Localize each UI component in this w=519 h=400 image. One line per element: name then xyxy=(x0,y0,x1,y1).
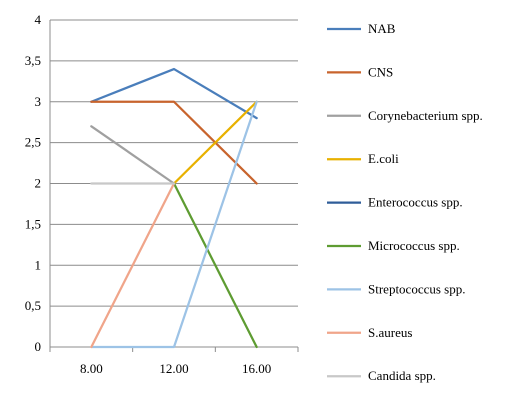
legend-label-corynebacterium-spp: Corynebacterium spp. xyxy=(368,108,483,123)
x-tick-label: 12.00 xyxy=(159,361,188,376)
series-line-s-aureus xyxy=(90,182,176,349)
series-line-cns xyxy=(90,100,258,185)
series-line-micrococcus-spp xyxy=(172,182,258,349)
y-axis-tick-labels: 0 0,5 1 1,5 2 2,5 3 3,5 4 xyxy=(25,12,42,354)
x-axis-tick-labels: 8.00 12.00 16.00 xyxy=(80,361,271,376)
x-tick-label: 16.00 xyxy=(242,361,271,376)
y-tick-label: 0 xyxy=(35,339,42,354)
legend-label-e-coli: E.coli xyxy=(368,151,399,166)
y-tick-label: 1,5 xyxy=(25,216,41,231)
y-tick-label: 3,5 xyxy=(25,53,41,68)
legend: NAB CNS Corynebacterium spp. E.coli Enteroco… xyxy=(327,21,483,383)
series-line-streptococcus-spp xyxy=(90,100,258,349)
y-tick-label: 2 xyxy=(35,176,42,191)
series-lines xyxy=(90,67,258,349)
series-line-corynebacterium-spp xyxy=(90,125,176,185)
series-line-nab xyxy=(90,67,258,120)
legend-label-cns: CNS xyxy=(368,64,393,79)
legend-label-nab: NAB xyxy=(368,21,396,36)
y-tick-label: 1 xyxy=(35,257,42,272)
y-tick-label: 4 xyxy=(35,12,42,27)
y-tick-label: 3 xyxy=(35,94,42,109)
series-line-e-coli xyxy=(172,100,258,185)
x-tick-label: 8.00 xyxy=(80,361,103,376)
y-tick-label: 0,5 xyxy=(25,298,41,313)
legend-label-s-aureus: S.aureus xyxy=(368,325,412,340)
legend-label-candida-spp: Candida spp. xyxy=(368,368,436,383)
legend-label-enterococcus-spp: Enterococcus spp. xyxy=(368,195,463,210)
y-tick-label: 2,5 xyxy=(25,135,41,150)
legend-label-micrococcus-spp: Micrococcus spp. xyxy=(368,238,460,253)
legend-label-streptococcus-spp: Streptococcus spp. xyxy=(368,281,465,296)
